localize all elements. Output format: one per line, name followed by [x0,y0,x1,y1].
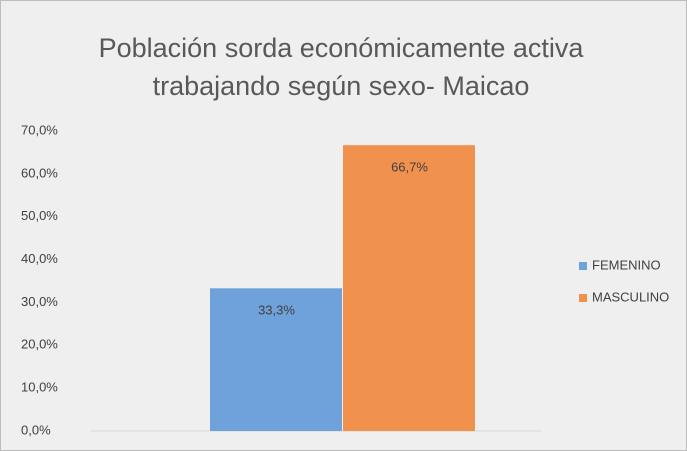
y-tick-label: 30,0% [21,294,58,309]
data-label: 33,3% [258,303,295,318]
y-tick-label: 0,0% [21,422,51,437]
y-tick-label: 60,0% [21,165,58,180]
y-tick-label: 50,0% [21,208,58,223]
y-tick-label: 10,0% [21,380,58,395]
bar [343,145,475,431]
legend-swatch [579,262,587,270]
legend-label: FEMENINO [592,257,661,272]
y-tick-label: 40,0% [21,251,58,266]
y-tick-label: 20,0% [21,337,58,352]
legend-swatch [579,294,587,302]
data-label: 66,7% [391,160,428,175]
legend-label: MASCULINO [592,289,669,304]
chart-title: Población sorda económicamente activa tr… [98,33,584,101]
y-tick-label: 70,0% [21,122,58,137]
bar [210,288,342,431]
